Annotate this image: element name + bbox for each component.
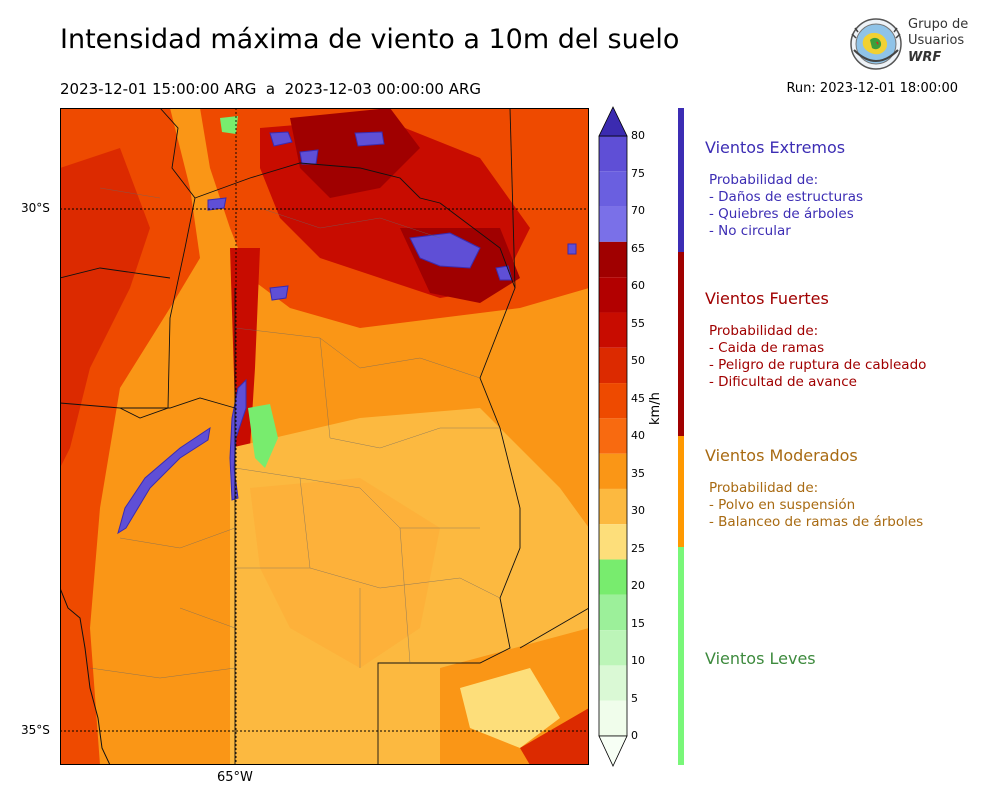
legend-band-extreme [678, 108, 684, 252]
colorbar-tick-label: 30 [631, 504, 645, 517]
region-central-moderate [250, 478, 440, 668]
colorbar-tick-label: 65 [631, 241, 645, 255]
legend-extreme-line: - Daños de estructuras [709, 189, 864, 205]
legend-description-strong: Probabilidad de: - Caida de ramas - Peli… [709, 323, 926, 391]
colorbar-cell [599, 488, 627, 525]
run-timestamp: Run: 2023-12-01 18:00:00 [786, 81, 958, 96]
colorbar-extend-top [598, 106, 628, 137]
colorbar-cell [599, 171, 627, 207]
legend-description-moderate: Probabilidad de: - Polvo en suspensión -… [709, 480, 923, 531]
colorbar-tick-label: 20 [631, 579, 645, 592]
region-southeast-red [520, 708, 589, 765]
country-border-west [60, 587, 111, 765]
legend-strong-line: - Peligro de ruptura de cableado [709, 357, 927, 373]
legend-category-moderate: Vientos Moderados [705, 446, 858, 465]
colorbar-cell [599, 347, 627, 384]
extreme-wind-patch-north-4 [207, 197, 227, 211]
extreme-wind-patch-ridge [229, 378, 247, 501]
department-borders [89, 187, 501, 679]
region-low-wind-green [248, 404, 278, 468]
colorbar-cell [599, 594, 627, 631]
lon-label-65w: 65°W [217, 770, 253, 785]
legend-moderate-line: - Balanceo de ramas de árboles [709, 514, 924, 530]
legend-strong-line: - Caida de ramas [709, 340, 825, 356]
legend-category-light: Vientos Leves [705, 649, 816, 668]
colorbar-tick-label: 45 [631, 391, 645, 405]
extreme-wind-patch-center [269, 285, 289, 301]
legend-band-moderate [678, 436, 684, 547]
colorbar-cell [599, 136, 627, 172]
colorbar-extend-bottom [598, 735, 628, 767]
lat-label-35s: 35°S [21, 723, 50, 737]
colorbar-cell [599, 665, 627, 701]
legend-moderate-line: - Polvo en suspensión [709, 497, 856, 513]
region-ridge-red [230, 248, 260, 508]
legend-extreme-line: - No circular [709, 223, 791, 239]
map-title: Intensidad máxima de viento a 10m del su… [60, 24, 680, 55]
region-north-maxred [290, 108, 420, 198]
colorbar-tick-label: 50 [631, 354, 645, 367]
logo-text-wrf: WRF [908, 50, 942, 65]
legend-moderate-line: Probabilidad de: [709, 480, 819, 496]
colorbar-cell [599, 630, 627, 666]
colorbar-cell [599, 206, 627, 242]
legend-extreme-line: Probabilidad de: [709, 172, 819, 188]
legend-strong-line: - Dificultad de avance [709, 374, 857, 390]
map-frame [60, 108, 589, 765]
colorbar-cell [599, 277, 627, 313]
colorbar-tick-label: 75 [631, 166, 645, 180]
colorbar-cell [599, 524, 627, 560]
legend-band-light [678, 547, 684, 765]
region-west-stronger [60, 148, 150, 468]
colorbar-tick-label: 35 [631, 466, 645, 480]
colorbar-cells [598, 135, 628, 737]
colorbar-unit-label: km/h [648, 392, 663, 425]
region-southeast-light [460, 668, 560, 748]
extreme-wind-patch-east-2 [567, 243, 577, 255]
wind-map [60, 108, 589, 765]
extreme-wind-patch-northeast [409, 232, 481, 269]
legend-extreme-line: - Quiebres de árboles [709, 206, 854, 222]
colorbar-tick-label: 10 [631, 654, 645, 667]
extreme-wind-patch-southwest [117, 426, 211, 535]
grupo-usuarios-wrf-logo: Grupo de Usuarios WRF [848, 16, 968, 74]
colorbar-tick-label: 60 [631, 279, 645, 292]
legend-category-strong: Vientos Fuertes [705, 289, 829, 308]
colorbar-cell [599, 559, 627, 595]
extreme-wind-patch-north-1 [269, 131, 293, 147]
colorbar-cell [599, 241, 627, 278]
colorbar-tick-label: 55 [631, 316, 645, 330]
extreme-wind-patch-north-2 [354, 131, 385, 147]
colorbar-tick-label: 15 [631, 616, 645, 630]
legend-description-extreme: Probabilidad de: - Daños de estructuras … [709, 172, 863, 240]
legend-category-extreme: Vientos Extremos [705, 138, 846, 157]
colorbar-tick-label: 5 [631, 691, 638, 705]
globe-logo-icon [850, 18, 902, 70]
colorbar-cell [599, 453, 627, 489]
legend-band-strong [678, 252, 684, 436]
province-borders [60, 108, 589, 765]
colorbar-cell [599, 700, 627, 736]
colorbar-tick-label: 80 [631, 129, 645, 142]
colorbar-tick-label: 25 [631, 541, 645, 555]
colorbar-tick-label: 0 [631, 729, 638, 742]
extreme-wind-patch-north-3 [299, 149, 319, 165]
legend-strong-line: Probabilidad de: [709, 323, 819, 339]
logo-text-line1: Grupo de [908, 17, 969, 32]
colorbar-cell [599, 418, 627, 454]
lat-label-30s: 30°S [21, 201, 50, 215]
colorbar [598, 106, 628, 767]
forecast-period: 2023-12-01 15:00:00 ARG a 2023-12-03 00:… [60, 80, 482, 98]
colorbar-tick-label: 40 [631, 429, 645, 442]
region-low-wind-north [220, 116, 238, 134]
colorbar-tick-label: 70 [631, 204, 645, 217]
colorbar-cell [599, 312, 627, 348]
logo-text-line2: Usuarios [908, 33, 965, 48]
colorbar-cell [599, 383, 627, 419]
